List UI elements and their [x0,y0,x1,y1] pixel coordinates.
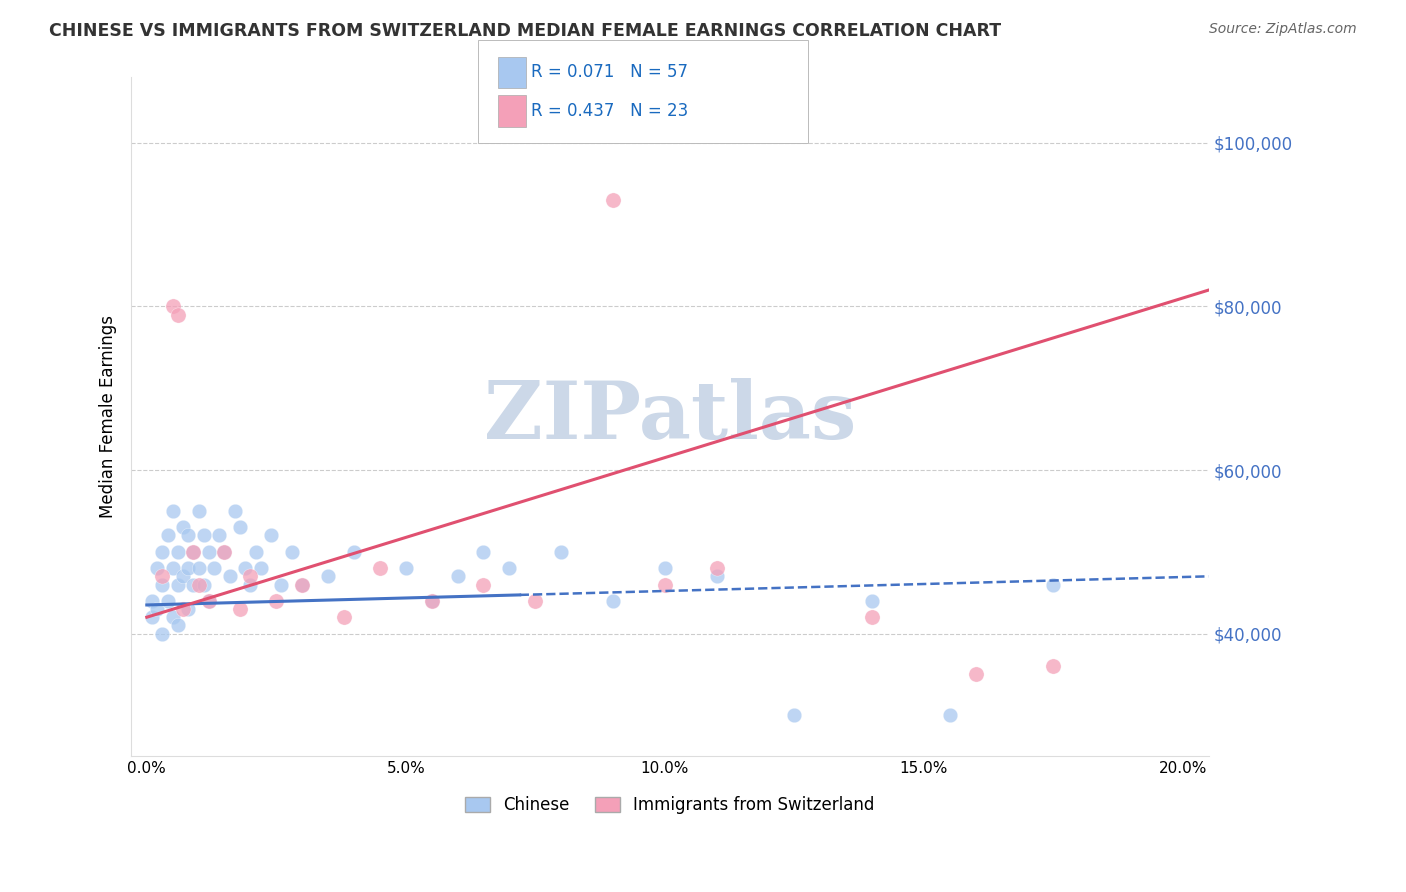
Point [602,193,624,207]
Point [783,708,806,723]
Point [146,602,169,616]
Point [316,569,339,583]
Y-axis label: Median Female Earnings: Median Female Earnings [100,316,117,518]
Point [183,545,205,559]
Point [343,545,366,559]
Point [198,545,221,559]
Point [162,610,184,624]
Point [245,545,267,559]
Point [150,577,173,591]
Point [141,594,163,608]
Point [249,561,271,575]
Point [177,528,200,542]
Legend: Chinese, Immigrants from Switzerland: Chinese, Immigrants from Switzerland [457,788,883,822]
Point [654,561,676,575]
Point [229,602,252,616]
Point [156,528,179,542]
Point [193,528,215,542]
Point [172,602,194,616]
Point [524,594,547,608]
Point [162,300,184,314]
Point [239,569,262,583]
Point [281,545,304,559]
Point [472,577,495,591]
Point [141,610,163,624]
Point [420,594,443,608]
Point [332,610,354,624]
Point [260,528,283,542]
Point [446,569,468,583]
Point [150,569,173,583]
Point [162,561,184,575]
Point [187,577,209,591]
Point [706,561,728,575]
Point [214,545,236,559]
Point [224,504,246,518]
Point [368,561,391,575]
Point [239,577,262,591]
Point [233,561,256,575]
Text: R = 0.071   N = 57: R = 0.071 N = 57 [531,63,689,81]
Point [291,577,314,591]
Point [198,594,221,608]
Point [150,545,173,559]
Text: R = 0.437   N = 23: R = 0.437 N = 23 [531,102,689,120]
Point [860,610,883,624]
Point [218,569,240,583]
Point [187,561,209,575]
Point [167,308,190,322]
Point [654,577,676,591]
Point [150,626,173,640]
Point [172,520,194,534]
Point [395,561,418,575]
Point [183,545,205,559]
Point [550,545,572,559]
Point [146,561,169,575]
Text: CHINESE VS IMMIGRANTS FROM SWITZERLAND MEDIAN FEMALE EARNINGS CORRELATION CHART: CHINESE VS IMMIGRANTS FROM SWITZERLAND M… [49,22,1001,40]
Point [177,602,200,616]
Point [420,594,443,608]
Point [172,569,194,583]
Point [264,594,287,608]
Point [167,545,190,559]
Point [183,577,205,591]
Point [706,569,728,583]
Point [229,520,252,534]
Point [187,504,209,518]
Point [1042,577,1064,591]
Point [156,594,179,608]
Point [177,561,200,575]
Point [270,577,292,591]
Point [291,577,314,591]
Point [472,545,495,559]
Point [938,708,960,723]
Point [208,528,231,542]
Text: ZIPatlas: ZIPatlas [484,378,856,456]
Point [202,561,225,575]
Point [602,594,624,608]
Point [193,577,215,591]
Point [1042,659,1064,673]
Point [167,577,190,591]
Text: Source: ZipAtlas.com: Source: ZipAtlas.com [1209,22,1357,37]
Point [198,594,221,608]
Point [498,561,520,575]
Point [860,594,883,608]
Point [162,504,184,518]
Point [214,545,236,559]
Point [965,667,987,681]
Point [167,618,190,632]
